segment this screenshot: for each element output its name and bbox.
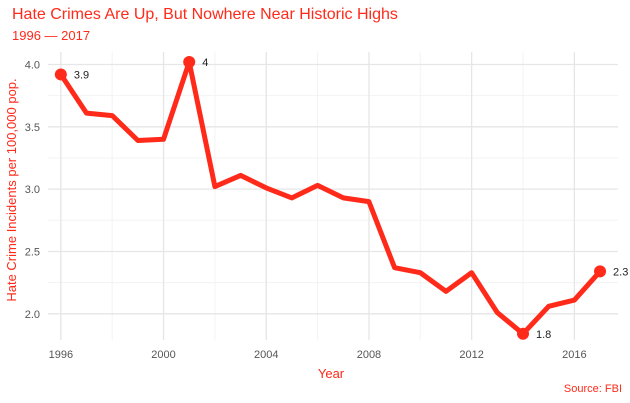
data-label: 1.8 xyxy=(536,329,551,341)
y-tick-label: 2.0 xyxy=(25,309,40,321)
source-note: Source: FBI xyxy=(563,383,622,395)
y-axis-ticks: 2.0 2.5 3.0 3.5 4.0 xyxy=(25,59,40,320)
x-tick-label: 1996 xyxy=(49,349,73,361)
highlight-point xyxy=(594,265,607,278)
x-tick-label: 2000 xyxy=(151,349,175,361)
series-line xyxy=(58,59,603,337)
x-tick-label: 2016 xyxy=(562,349,586,361)
data-label: 2.3 xyxy=(613,266,628,278)
highlight-point xyxy=(183,55,196,68)
x-tick-label: 2004 xyxy=(254,349,278,361)
gridlines xyxy=(48,52,618,340)
highlight-point xyxy=(54,68,67,81)
x-tick-label: 2008 xyxy=(357,349,381,361)
x-tick-label: 2012 xyxy=(459,349,483,361)
y-tick-label: 4.0 xyxy=(25,59,40,71)
data-label: 3.9 xyxy=(74,69,89,81)
chart-title: Hate Crimes Are Up, But Nowhere Near His… xyxy=(12,6,398,23)
y-tick-label: 3.0 xyxy=(25,184,40,196)
y-tick-label: 2.5 xyxy=(25,246,40,258)
chart-subtitle: 1996 — 2017 xyxy=(12,28,91,43)
y-tick-label: 3.5 xyxy=(25,122,40,134)
x-axis-title: Year xyxy=(318,366,345,381)
highlight-point xyxy=(517,327,529,340)
y-axis-title: Hate Crime Incidents per 100,000 pop. xyxy=(4,78,19,301)
x-axis-ticks: 1996 2000 2004 2008 2012 2016 xyxy=(49,349,587,361)
data-label: 4 xyxy=(202,57,208,69)
